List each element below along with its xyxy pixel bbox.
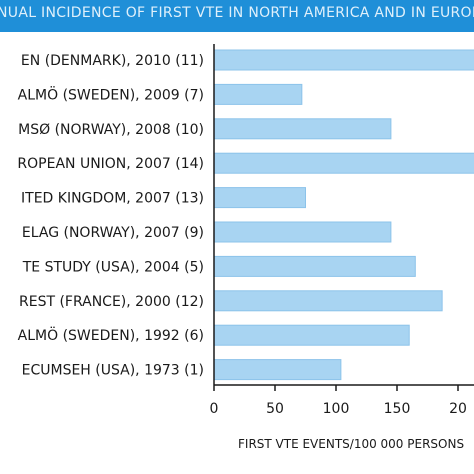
bar-9: [213, 359, 342, 381]
category-label-8: ALMÖ (SWEDEN), 1992 (6): [18, 326, 204, 344]
category-label-5: ELAG (NORWAY), 2007 (9): [22, 225, 204, 241]
category-label-3: ROPEAN UNION, 2007 (14): [17, 156, 204, 172]
title-bar: NNUAL INCIDENCE OF FIRST VTE IN NORTH AM…: [0, 0, 474, 32]
x-tick-label-3: 150: [384, 401, 411, 417]
bar-4: [213, 187, 306, 209]
bar-5: [213, 221, 392, 243]
category-label-6: TE STUDY (USA), 2004 (5): [22, 259, 204, 275]
category-label-1: ALMÖ (SWEDEN), 2009 (7): [18, 85, 204, 103]
bar-2: [213, 118, 392, 140]
chart-title: NNUAL INCIDENCE OF FIRST VTE IN NORTH AM…: [0, 5, 474, 21]
category-label-2: MSØ (NORWAY), 2008 (10): [18, 122, 204, 138]
bar-7: [213, 290, 443, 312]
category-label-7: REST (FRANCE), 2000 (12): [19, 294, 204, 310]
x-tick-label-0: 0: [210, 401, 219, 417]
x-tick-label-4: 20: [449, 401, 467, 417]
bar-3: [213, 152, 474, 174]
bar-0: [213, 49, 474, 71]
bar-1: [213, 83, 303, 105]
x-tick-label-1: 50: [266, 401, 284, 417]
category-label-4: ITED KINGDOM, 2007 (13): [21, 191, 204, 207]
category-label-9: ECUMSEH (USA), 1973 (1): [22, 363, 204, 379]
x-tick-label-2: 100: [323, 401, 350, 417]
bar-8: [213, 324, 410, 346]
x-axis-label: FIRST VTE EVENTS/100 000 PERSONS: [238, 437, 464, 451]
bar-6: [213, 255, 416, 277]
category-label-0: EN (DENMARK), 2010 (11): [21, 53, 204, 69]
